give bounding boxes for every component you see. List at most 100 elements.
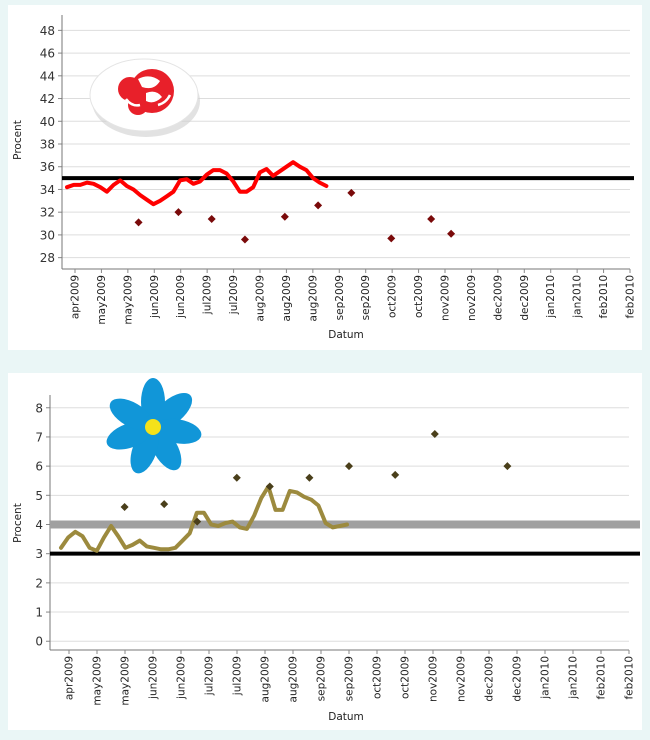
x-tick-label: jan2010 [572,275,584,319]
y-tick-label: 30 [40,228,55,242]
series-line [59,484,349,553]
poll-point [232,473,241,482]
x-tick-label: aug2009 [307,275,319,321]
x-tick-label: aug2009 [255,275,267,321]
line-chart-top: 28 30 32 34 36 38 40 42 44 46 48 apr2009 may2009 may2… [12,15,637,341]
poll-point [193,517,202,526]
rose-leaf [157,94,172,107]
y-tick-label: 7 [35,430,43,444]
sweden-democrats-flower-logo [106,378,202,474]
chart-panel-top: 28 30 32 34 36 38 40 42 44 46 48 apr2009 may2009 may2… [8,5,642,350]
poll-point [207,215,216,223]
x-tick-label: aug2009 [288,656,300,702]
x-tick-label: jul2009 [204,656,216,696]
x-tick-label: dec2009 [512,656,524,702]
y-tick-label: 4 [35,518,43,532]
rose-highlight [146,91,162,103]
x-tick-label: oct2009 [400,656,412,699]
poll-point [174,208,183,217]
x-tick-label: feb2010 [596,656,608,700]
x-tick-label: oct2009 [372,656,384,699]
x-tick-label: jan2010 [540,656,552,700]
x-tick-label: may2009 [92,656,104,706]
series-line [65,160,329,207]
x-tick-label: may2009 [120,656,132,706]
x-tick-label: jul2009 [202,275,214,315]
x-tick-label: dec2009 [492,275,504,321]
y-tick-label: 44 [40,69,55,83]
x-tick-label: sep2009 [316,656,328,701]
y-tick-label: 36 [40,160,55,174]
rose-petal [118,77,142,101]
x-tick-label: jun2009 [149,275,161,319]
poll-point [160,500,169,509]
rose-highlight [138,76,160,89]
y-tick-label: 46 [40,47,55,61]
x-tick-label: jul2009 [228,275,240,315]
poll-point [447,229,456,238]
chart-panel-bottom: 0 1 2 3 4 5 6 7 8 apr2009 may2009 may2009 jun2009 jun… [8,373,642,730]
y-tick-label: 5 [35,489,43,503]
poll-point [430,430,439,439]
x-tick-label: aug2009 [281,275,293,321]
x-tick-label: nov2009 [466,275,478,321]
y-tick-label: 42 [40,92,55,106]
x-tick-label: may2009 [122,275,134,325]
x-tick-label: oct2009 [413,275,425,318]
y-axis-title: Procent [12,120,24,160]
y-tick-label: 28 [40,251,55,265]
poll-point [305,473,314,482]
x-tick-label: jul2009 [232,656,244,696]
x-tick-label: jun2009 [148,656,160,700]
line-chart-bottom: 0 1 2 3 4 5 6 7 8 apr2009 may2009 may2009 jun2009 jun… [12,378,640,723]
poll-point [391,470,400,479]
poll-point [345,462,353,471]
y-tick-label: 6 [35,460,43,474]
y-tick-label: 40 [40,115,55,129]
y-tick-label: 38 [40,138,55,152]
flower-center [145,419,161,435]
x-tick-label: nov2009 [456,656,468,702]
poll-point [427,215,436,223]
x-tick-label: aug2009 [260,656,272,702]
x-tick-label: sep2009 [344,656,356,701]
x-tick-label: jan2010 [568,656,580,700]
social-democrats-rose-logo [89,58,200,137]
x-tick-label: dec2009 [484,656,496,702]
poll-point [387,234,396,243]
x-tick-label: apr2009 [70,275,82,319]
y-axis-title: Procent [12,503,24,543]
x-tick-label: jun2009 [175,275,187,319]
poll-point [265,482,274,491]
x-axis-title: Datum [328,711,364,723]
y-tick-label: 3 [35,547,43,561]
x-axis-title: Datum [328,329,364,341]
poll-point [280,212,289,221]
x-tick-label: jun2009 [176,656,188,700]
x-tick-label: feb2010 [624,656,636,700]
poll-point [347,188,356,197]
x-tick-label: dec2009 [519,275,531,321]
poll-point [120,502,129,511]
x-tick-label: nov2009 [440,275,452,321]
x-tick-label: jan2010 [545,275,557,319]
y-tick-label: 1 [35,606,43,620]
x-tick-label: oct2009 [387,275,399,318]
y-tick-label: 34 [40,183,55,197]
x-tick-label: sep2009 [334,275,346,320]
y-tick-label: 8 [35,401,43,415]
poll-point [134,218,143,227]
x-tick-label: nov2009 [428,656,440,702]
poll-point [503,462,512,471]
x-tick-label: feb2010 [598,275,610,319]
rose-stem [125,98,141,107]
poll-point [240,235,249,244]
y-tick-label: 48 [40,24,55,38]
x-tick-label: feb2010 [625,275,637,319]
x-tick-label: may2009 [96,275,108,325]
y-tick-label: 32 [40,206,55,220]
y-tick-label: 0 [35,635,43,649]
x-tick-label: apr2009 [64,656,76,700]
y-tick-label: 2 [35,576,43,590]
poll-point [314,201,323,210]
